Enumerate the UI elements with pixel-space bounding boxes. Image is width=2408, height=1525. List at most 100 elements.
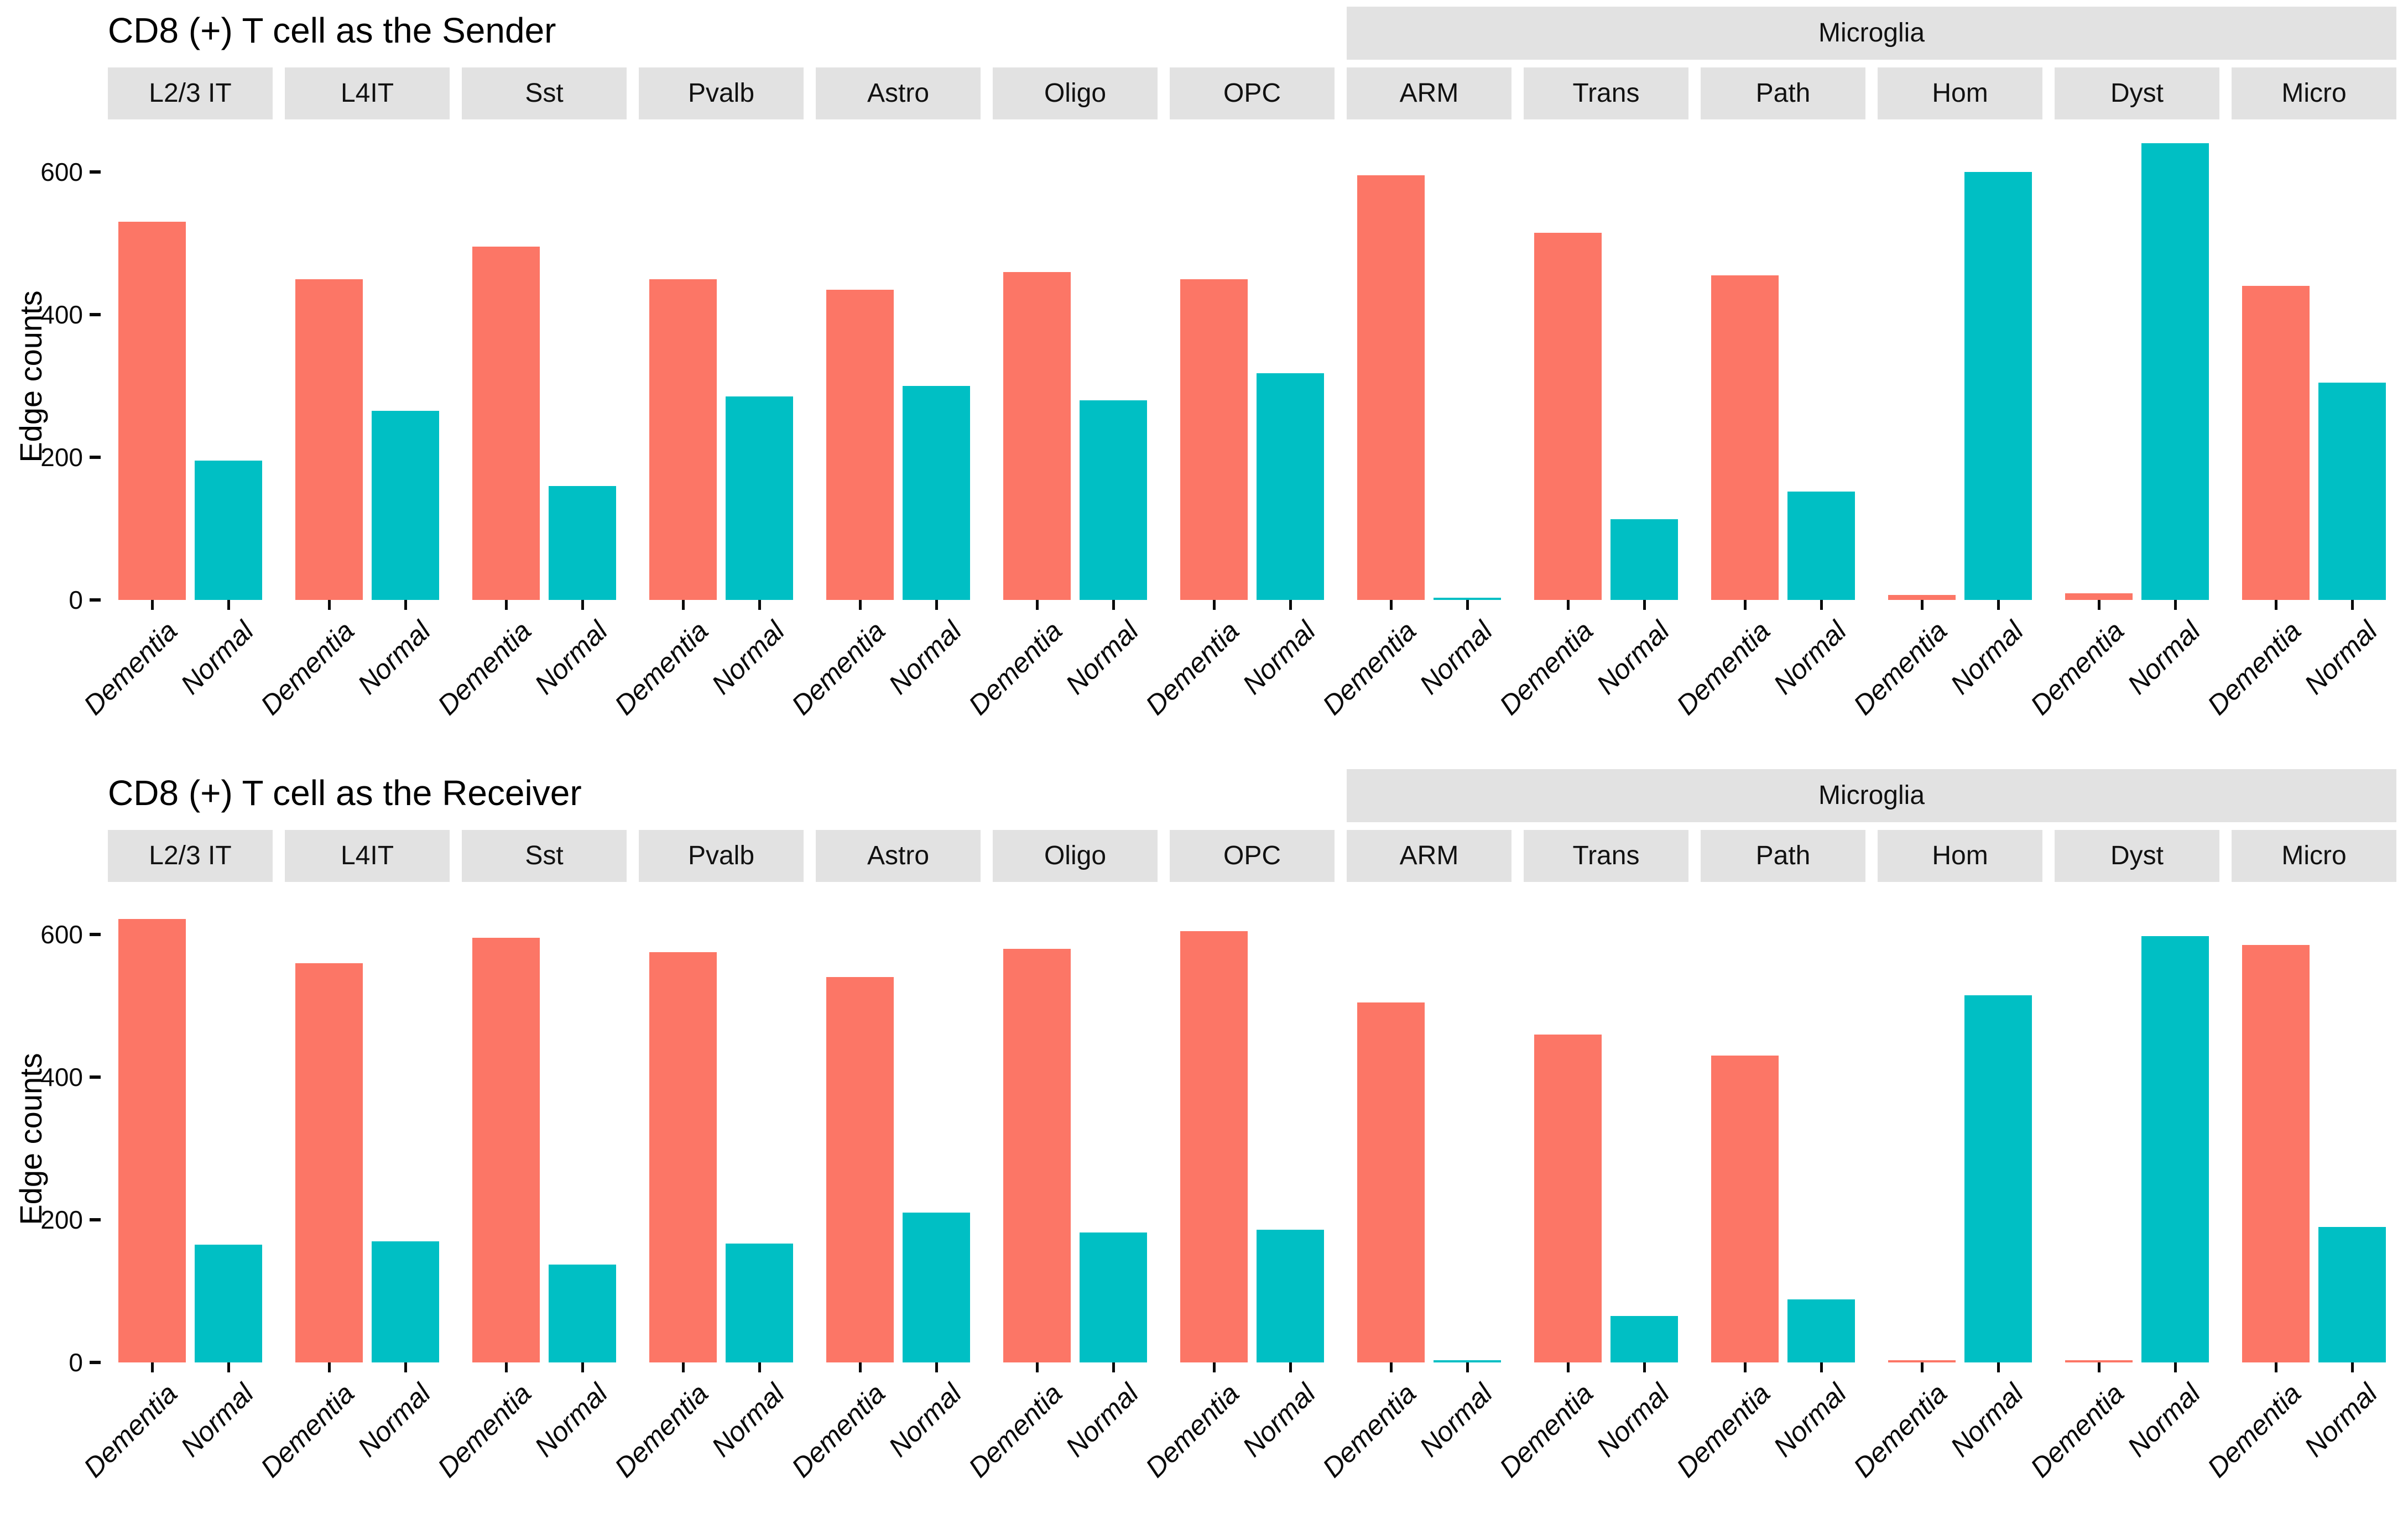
- bar-dementia: [1888, 1360, 1956, 1362]
- x-tick: [1212, 600, 1216, 610]
- bar-dementia: [1711, 1056, 1779, 1362]
- x-tick: [581, 600, 584, 610]
- x-tick: [1920, 600, 1924, 610]
- bar-dementia: [1003, 948, 1071, 1362]
- x-tick: [1389, 600, 1393, 610]
- facet-strip: ARM: [1347, 67, 1511, 119]
- x-tick: [404, 1362, 407, 1372]
- facet-strip: L2/3 IT: [108, 830, 273, 882]
- bar-dementia: [295, 279, 363, 600]
- bar-dementia: [2242, 945, 2310, 1362]
- bar-normal: [2141, 143, 2209, 600]
- bar-normal: [1434, 598, 1501, 600]
- x-tick: [327, 1362, 331, 1372]
- facet-strip: L2/3 IT: [108, 67, 273, 119]
- facet-strip: L4IT: [285, 67, 450, 119]
- x-tick: [1643, 1362, 1646, 1372]
- x-tick: [2097, 1362, 2101, 1372]
- facet-strip: Astro: [816, 830, 981, 882]
- facet-strip: Sst: [462, 67, 627, 119]
- x-tick: [1566, 600, 1570, 610]
- bar-normal: [1610, 1316, 1678, 1362]
- bar-normal: [1964, 995, 2032, 1362]
- x-tick: [1920, 1362, 1924, 1372]
- bar-normal: [1610, 519, 1678, 600]
- bar-normal: [726, 396, 793, 600]
- x-tick: [2174, 1362, 2177, 1372]
- facet-strip: Trans: [1524, 830, 1688, 882]
- x-tick: [935, 600, 938, 610]
- bar-dementia: [2065, 1360, 2133, 1362]
- x-tick: [404, 600, 407, 610]
- x-tick: [2174, 600, 2177, 610]
- bar-dementia: [1180, 931, 1248, 1362]
- x-tick: [1643, 600, 1646, 610]
- x-tick: [1743, 600, 1747, 610]
- chart-sender: CD8 (+) T cell as the Sender Microglia E…: [0, 0, 2408, 762]
- y-tick-label: 600: [40, 158, 83, 186]
- x-tick: [1212, 1362, 1216, 1372]
- bar-normal: [2318, 382, 2386, 600]
- x-tick: [1035, 600, 1039, 610]
- y-axis-title: Edge counts: [13, 1053, 48, 1225]
- y-tick-mark: [90, 1075, 101, 1079]
- x-tick: [2350, 1362, 2354, 1372]
- x-tick: [504, 1362, 508, 1372]
- x-tick: [1112, 600, 1115, 610]
- microglia-group-strip: Microglia: [1347, 7, 2396, 60]
- x-tick: [227, 600, 230, 610]
- y-tick-mark: [90, 313, 101, 316]
- bar-dementia: [1888, 594, 1956, 600]
- bar-dementia: [1534, 232, 1602, 600]
- x-tick: [150, 1362, 154, 1372]
- bar-normal: [726, 1243, 793, 1362]
- x-tick: [1743, 1362, 1747, 1372]
- bar-dementia: [2065, 593, 2133, 600]
- facet-strip: L4IT: [285, 830, 450, 882]
- bar-dementia: [118, 918, 186, 1362]
- facet-strip: Micro: [2232, 67, 2396, 119]
- facet-strip: Sst: [462, 830, 627, 882]
- bar-normal: [1080, 400, 1147, 600]
- x-tick: [935, 1362, 938, 1372]
- facet-strip: Dyst: [2055, 67, 2219, 119]
- y-tick-label: 400: [40, 1063, 83, 1091]
- y-tick-label: 200: [40, 443, 83, 472]
- facet-strip: Trans: [1524, 67, 1688, 119]
- x-tick: [1289, 600, 1292, 610]
- y-axis-title: Edge counts: [13, 290, 48, 463]
- x-tick: [227, 1362, 230, 1372]
- bar-dementia: [295, 963, 363, 1362]
- x-tick: [504, 600, 508, 610]
- bar-normal: [1434, 1360, 1501, 1362]
- x-tick: [2350, 600, 2354, 610]
- bar-normal: [195, 1245, 262, 1362]
- x-tick: [758, 1362, 761, 1372]
- y-tick-mark: [90, 598, 101, 602]
- bar-dementia: [1534, 1034, 1602, 1362]
- bar-dementia: [1711, 275, 1779, 600]
- facet-strip: Pvalb: [639, 67, 804, 119]
- x-tick: [1820, 600, 1823, 610]
- facet-strip: ARM: [1347, 830, 1511, 882]
- bar-dementia: [649, 279, 717, 600]
- x-tick: [1466, 600, 1469, 610]
- x-tick: [858, 600, 862, 610]
- y-tick-label: 0: [69, 1348, 83, 1377]
- bar-dementia: [2242, 286, 2310, 600]
- bar-normal: [1080, 1232, 1147, 1362]
- x-tick: [1566, 1362, 1570, 1372]
- bar-normal: [1787, 491, 1855, 600]
- x-tick: [1997, 1362, 2000, 1372]
- bar-normal: [372, 411, 439, 600]
- x-tick: [1289, 1362, 1292, 1372]
- chart-receiver: CD8 (+) T cell as the Receiver Microglia…: [0, 762, 2408, 1525]
- bar-dementia: [1357, 175, 1425, 600]
- bar-normal: [2141, 936, 2209, 1362]
- bar-normal: [372, 1241, 439, 1362]
- x-tick: [1466, 1362, 1469, 1372]
- x-tick: [1820, 1362, 1823, 1372]
- x-tick: [1389, 1362, 1393, 1372]
- x-tick: [150, 600, 154, 610]
